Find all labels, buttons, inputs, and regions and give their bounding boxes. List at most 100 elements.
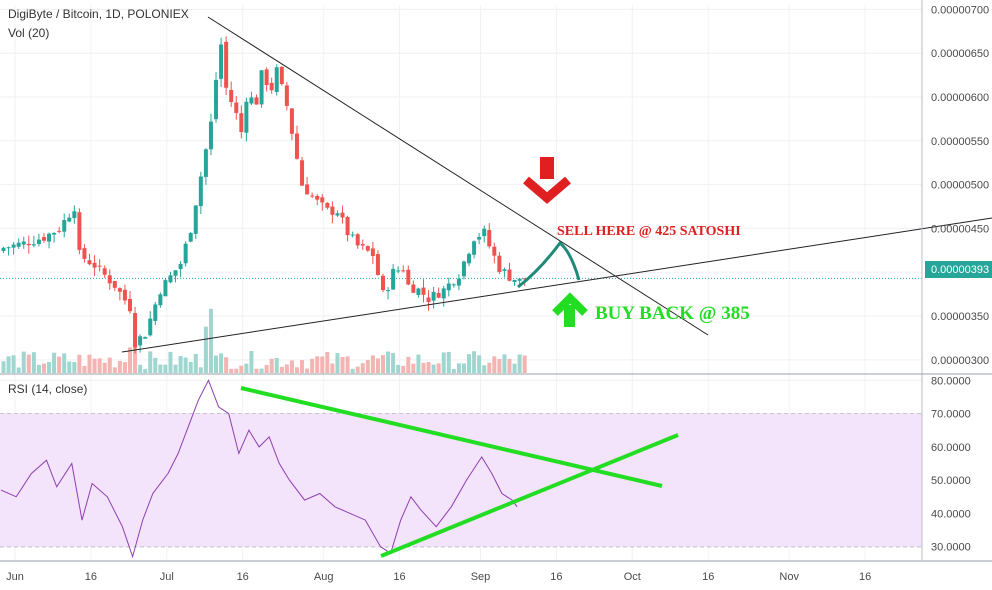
candle-body (386, 290, 391, 292)
volume-bar (203, 326, 208, 373)
projection-arc (517, 240, 581, 289)
volume-bar (82, 365, 87, 373)
candle-body (143, 337, 148, 339)
volume-bar (259, 368, 264, 373)
volume-bar (502, 354, 507, 373)
volume-bar (431, 364, 436, 373)
rsi-band (0, 413, 922, 547)
candle-body (522, 278, 527, 280)
candle-body (102, 268, 107, 275)
candle-body (426, 297, 431, 303)
candle-body (335, 213, 340, 216)
candle-body (153, 304, 158, 321)
volume-bar (305, 368, 310, 373)
volume-bar (330, 363, 335, 373)
candle-body (477, 236, 482, 240)
volume-bar (340, 357, 345, 373)
rsi-tick-label: 70.0000 (931, 409, 971, 421)
candle-body (16, 242, 21, 247)
candle-body (401, 270, 406, 272)
volume-bar (381, 355, 385, 373)
candle-body (47, 233, 52, 242)
volume-bar (178, 355, 183, 373)
candle-body (82, 248, 87, 259)
volume-bar (188, 361, 193, 373)
volume-bar (456, 363, 461, 373)
volume-bar (294, 367, 299, 373)
candle-body (219, 44, 224, 79)
candle-body (512, 279, 517, 282)
candle-body (305, 184, 310, 195)
buy-arrow-icon (552, 292, 588, 327)
candle-body (117, 288, 122, 292)
candle-body (163, 280, 168, 297)
volume-bar (325, 351, 330, 373)
volume-bar (87, 354, 92, 373)
volume-bar (208, 308, 213, 373)
candle-body (72, 211, 77, 219)
volume-bar (370, 355, 375, 373)
volume-bar (62, 353, 67, 373)
volume-bar (406, 356, 411, 373)
volume-bar (133, 344, 138, 373)
rsi-tick-label: 30.0000 (931, 542, 971, 554)
volume-bar (183, 357, 188, 373)
volume-bar (112, 367, 117, 373)
volume-bar (345, 356, 350, 373)
candle-body (370, 248, 375, 256)
volume-bar (193, 353, 198, 373)
volume-bar (350, 368, 355, 373)
candle-body (26, 243, 31, 246)
candle-body (446, 283, 451, 291)
volume-bar (234, 368, 239, 373)
volume-bar (461, 363, 466, 373)
candle-body (92, 262, 97, 268)
volume-bar (365, 359, 370, 373)
volume-bar (512, 363, 517, 373)
candle-body (360, 244, 365, 246)
x-tick-label: Sep (471, 571, 491, 583)
volume-bar (375, 358, 380, 373)
candle-body (57, 230, 62, 232)
candle-body (234, 102, 239, 113)
volume-bar (497, 358, 502, 373)
volume-bar (229, 368, 234, 373)
candle-body (436, 292, 441, 298)
candle-body (391, 268, 396, 290)
price-tick-label: 0.00000600 (931, 92, 989, 104)
volume-bar (249, 351, 254, 373)
candle-body (259, 70, 264, 105)
x-tick-label: 16 (859, 571, 871, 583)
candle-body (345, 216, 350, 236)
candle-body (315, 195, 320, 200)
candle-body (451, 284, 456, 286)
volume-bar (224, 357, 229, 373)
volume-bar (467, 354, 472, 373)
volume-bar (411, 363, 416, 373)
candle-body (87, 260, 92, 265)
buy-annotation: BUY BACK @ 385 (595, 303, 750, 324)
candle-body (168, 275, 173, 283)
volume-bar (386, 351, 391, 373)
volume-bar (274, 358, 279, 373)
volume-bar (31, 352, 36, 373)
candle-body (244, 101, 249, 133)
candle-body (350, 234, 355, 236)
svg-text:0.00000393: 0.00000393 (931, 264, 989, 276)
candle-body (456, 278, 461, 286)
candle-body (381, 275, 385, 291)
candle-body (133, 313, 138, 348)
candle-body (178, 263, 183, 270)
x-tick-label: Nov (779, 571, 799, 583)
candle-body (507, 269, 512, 281)
candle-body (431, 291, 436, 301)
volume-bar (335, 353, 340, 373)
candle-body (183, 243, 188, 264)
price-tick-label: 0.00000650 (931, 48, 989, 60)
volume-bar (26, 354, 31, 373)
candle-body (320, 197, 325, 203)
x-tick-label: 16 (702, 571, 714, 583)
candle-body (239, 113, 244, 133)
candle-body (77, 212, 82, 250)
candle-body (62, 220, 67, 232)
